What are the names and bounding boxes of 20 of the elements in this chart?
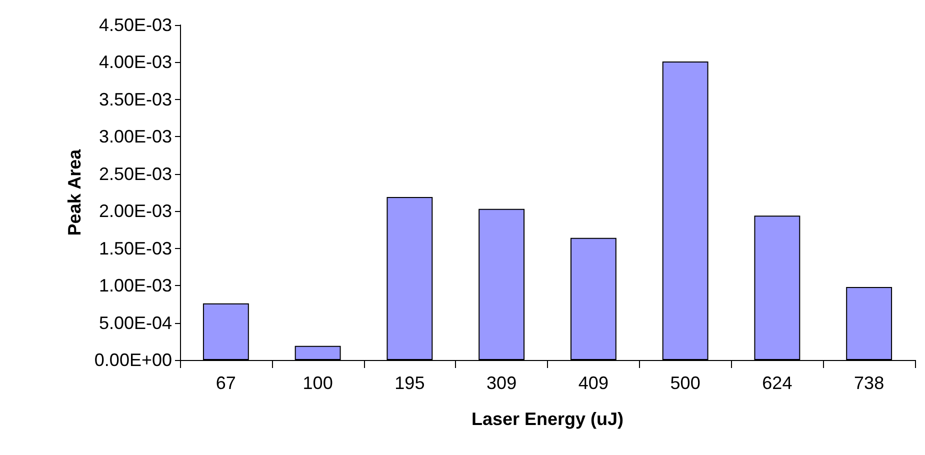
x-tick-label: 500: [670, 373, 700, 393]
x-tick-label: 738: [854, 373, 884, 393]
x-tick-label: 100: [302, 373, 333, 393]
y-tick-label: 3.00E-03: [98, 126, 172, 147]
x-tick-label: 624: [762, 373, 792, 393]
y-tick-label: 5.00E-04: [98, 312, 172, 333]
x-tick-label: 67: [216, 373, 236, 393]
y-tick-label: 4.00E-03: [98, 52, 172, 72]
x-axis-title: Laser Energy (uJ): [471, 409, 624, 429]
y-tick-label: 4.50E-03: [98, 15, 172, 35]
y-tick-label: 2.00E-03: [98, 201, 172, 222]
x-tick-label: 195: [394, 373, 425, 393]
y-tick-label: 1.50E-03: [98, 238, 172, 258]
y-tick-label: 0.00E+00: [94, 350, 172, 370]
x-tick-label: 309: [486, 373, 517, 393]
x-tick-label: 409: [578, 373, 608, 393]
y-tick-label: 2.50E-03: [98, 164, 172, 184]
y-axis-title: Peak Area: [64, 148, 85, 236]
y-tick-label: 1.00E-03: [98, 276, 172, 296]
y-tick-label: 3.50E-03: [98, 89, 172, 110]
